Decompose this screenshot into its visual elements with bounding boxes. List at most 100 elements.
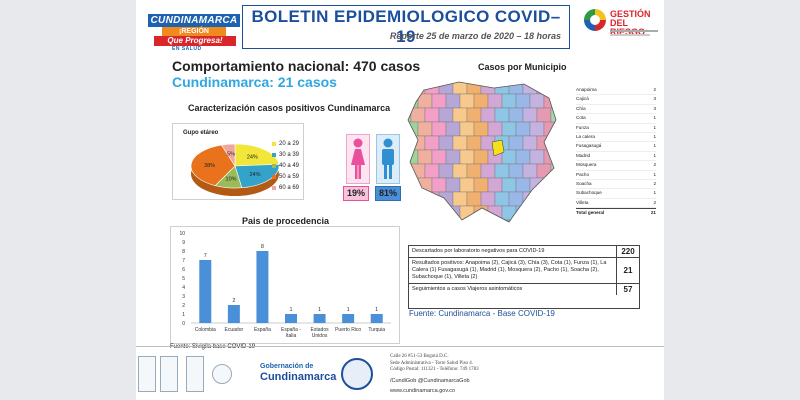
gestion-decoration xyxy=(610,30,658,32)
municipality-area xyxy=(480,163,496,179)
gobernacion-line-2: Cundinamarca xyxy=(260,371,337,383)
municipality-area xyxy=(487,93,503,109)
report-date: Reporte 25 de marzo de 2020 – 18 horas xyxy=(389,31,561,41)
municipality-area xyxy=(558,178,568,192)
legend-swatch xyxy=(272,174,276,179)
municipality-count: 1 xyxy=(653,143,656,149)
municipality-area xyxy=(550,135,556,151)
municipality-row: Pacho 1 xyxy=(576,171,656,180)
municipality-area xyxy=(536,82,552,95)
municipality-area xyxy=(494,163,510,179)
municipality-area xyxy=(424,107,440,123)
municipality-area xyxy=(473,121,489,137)
municipality-name: Subachoque xyxy=(576,190,602,196)
municipality-area xyxy=(438,219,454,222)
municipality-area xyxy=(417,121,433,137)
municipality-area xyxy=(410,219,426,222)
municipality-area xyxy=(424,219,440,222)
summary-row: Resultados positivos: Anapoima (2), Caji… xyxy=(409,258,639,284)
municipality-area xyxy=(543,205,556,221)
title-box: BOLETIN EPIDEMIOLOGICO COVID–19 Reporte … xyxy=(242,5,570,49)
municipality-area xyxy=(410,163,426,179)
legend-item: 30 a 39 xyxy=(272,149,299,160)
summary-row: Seguimientos a casos Viajeros asintomáti… xyxy=(409,284,639,295)
gobernacion-line-1: Gobernación de xyxy=(260,363,314,370)
municipality-area xyxy=(431,149,447,165)
municipality-name: Mosquera xyxy=(576,162,597,168)
bar-value-label: 8 xyxy=(261,244,264,250)
municipality-area xyxy=(508,135,524,151)
municipality-area xyxy=(522,107,538,123)
municipality-area xyxy=(494,107,510,123)
website-link[interactable]: www.cundinamarca.gov.co xyxy=(390,388,456,394)
legend-label: 50 a 59 xyxy=(279,173,300,180)
bar-value-label: 1 xyxy=(318,307,321,313)
gestion-riesgo-logo: GESTIÓN DEL RIESGO xyxy=(580,6,664,46)
municipality-name: Cota xyxy=(576,115,586,121)
municipality-area xyxy=(452,163,468,179)
municipality-count: 2 xyxy=(653,199,656,205)
municipality-area xyxy=(445,93,461,109)
bulletin-page: CUNDINAMARCA ¡REGIÓN Que Progresa! EN SA… xyxy=(136,0,664,400)
municipality-area xyxy=(536,107,552,123)
municipality-area xyxy=(522,135,538,151)
bar-value-label: 1 xyxy=(289,307,292,313)
municipality-area xyxy=(473,177,489,193)
y-tick-label: 5 xyxy=(182,276,185,282)
x-tick-label: Ecuador xyxy=(225,327,244,333)
municipalities-title: Casos por Municipio xyxy=(478,62,567,72)
municipality-area xyxy=(438,82,454,95)
x-tick-label: Unidos xyxy=(312,333,328,339)
summary-value: 220 xyxy=(621,247,635,256)
x-tick-label: España - xyxy=(281,327,301,333)
pie-slice-label: 38% xyxy=(204,163,215,169)
chart-source: Fuente: Sivigila base COVID-19 xyxy=(170,344,256,350)
municipality-area xyxy=(438,107,454,123)
bar-svg: 0 1 2 3 4 5 6 7 8 9 10 7 Colombia 2 Ecuador 8 España 1 Esp… xyxy=(179,231,391,339)
total-label: Total general xyxy=(576,210,605,216)
municipality-area xyxy=(494,191,510,207)
municipality-area xyxy=(452,191,468,207)
municipality-area xyxy=(508,191,524,207)
characterization-title: Caracterización casos positivos Cundinam… xyxy=(188,103,391,113)
municipality-area xyxy=(529,149,545,165)
municipality-area xyxy=(522,163,538,179)
legend-swatch xyxy=(272,141,276,146)
logo-line-2: ¡REGIÓN xyxy=(162,27,226,36)
municipality-area xyxy=(466,135,482,151)
municipality-count: 1 xyxy=(653,115,656,121)
age-group-chart: Gupo etáreo 24% 24% 10% 38% 5% xyxy=(172,123,304,200)
department-seal-icon xyxy=(341,358,373,390)
pie-slice-label: 5% xyxy=(227,151,235,157)
municipality-name: Chía xyxy=(576,105,586,111)
female-percent: 19% xyxy=(343,186,369,201)
female-panel xyxy=(346,134,370,184)
municipality-row: Madrid 1 xyxy=(576,152,656,162)
municipality-area xyxy=(536,219,552,222)
legend-swatch xyxy=(272,163,276,168)
y-tick-label: 10 xyxy=(179,231,185,237)
municipality-area xyxy=(459,93,475,109)
pie-slice xyxy=(234,143,280,167)
national-cases: Comportamiento nacional: 470 casos xyxy=(172,58,421,74)
municipality-row: Chía 3 xyxy=(576,105,656,115)
municipality-area xyxy=(522,219,538,222)
municipality-name: Madrid xyxy=(576,152,591,158)
municipality-area xyxy=(543,177,556,193)
municipality-area xyxy=(410,135,426,151)
municipality-count: 1 xyxy=(653,190,656,196)
x-tick-label: Turquia xyxy=(368,327,385,333)
social-handles[interactable]: /CundiGob @CundinamarcaGob xyxy=(390,378,470,384)
municipality-area xyxy=(445,149,461,165)
municipality-area xyxy=(550,191,556,207)
summary-row: Descartados por laboratorio negativos pa… xyxy=(409,246,639,258)
logo-line-1: CUNDINAMARCA xyxy=(148,14,240,27)
municipality-area xyxy=(515,205,531,221)
legend-item: 60 a 69 xyxy=(272,182,299,193)
municipality-count: 3 xyxy=(653,96,656,102)
municipality-area xyxy=(529,205,545,221)
footer-divider xyxy=(136,346,664,347)
municipality-area xyxy=(466,219,482,222)
origin-title: Pais de procedencia xyxy=(242,216,330,226)
municipality-name: Villeta xyxy=(576,199,589,205)
